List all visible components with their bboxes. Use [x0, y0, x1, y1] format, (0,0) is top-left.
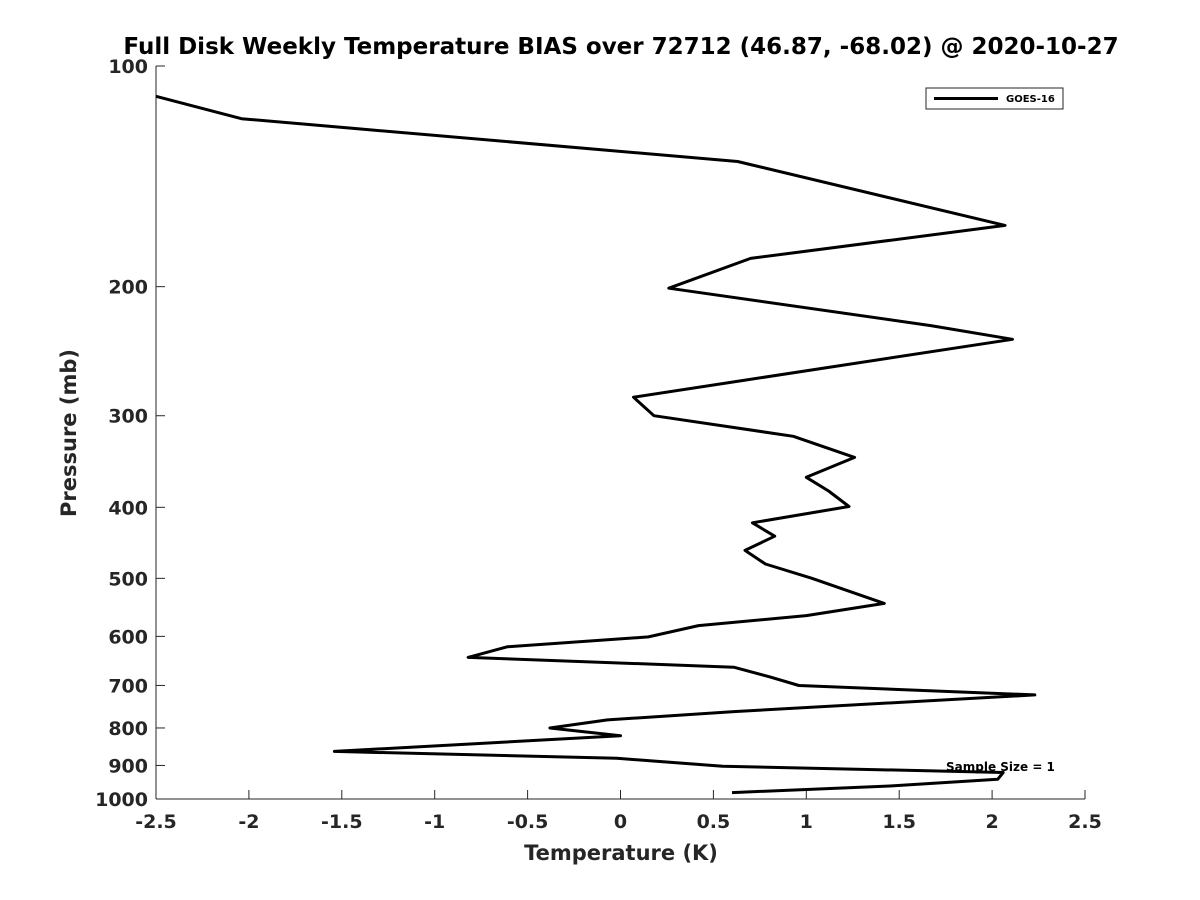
- y-tick-label: 1000: [95, 789, 148, 811]
- plot-area: -2.5 -2 -1.5 -1 -0.5 0 0.5 1 1.5 2 2.5 100 200 300 400…: [95, 56, 1102, 833]
- legend-label-goes-16: GOES-16: [1006, 94, 1055, 105]
- x-tick-label: -2.5: [135, 811, 177, 833]
- y-tick-label: 500: [108, 568, 148, 590]
- y-tick-label: 300: [108, 406, 148, 428]
- y-tick-label: 400: [108, 497, 148, 519]
- x-tick-label: -2: [238, 811, 259, 833]
- x-tick-label: 2.5: [1068, 811, 1102, 833]
- sample-size-annotation: Sample Size = 1: [946, 760, 1055, 774]
- x-tick-label: 0: [614, 811, 627, 833]
- series-line-goes-16: [155, 94, 1037, 795]
- y-tick-label: 700: [108, 675, 148, 697]
- y-axis-label: Pressure (mb): [57, 349, 81, 517]
- chart-title: Full Disk Weekly Temperature BIAS over 7…: [123, 34, 1118, 60]
- x-tick-label: 2: [985, 811, 998, 833]
- y-tick-label: 200: [108, 277, 148, 299]
- y-tick-label: 100: [108, 56, 148, 78]
- y-tick-label: 600: [108, 626, 148, 648]
- y-tick-label: 900: [108, 755, 148, 777]
- legend: GOES-16: [925, 87, 1064, 110]
- x-tick-label: 0.5: [697, 811, 731, 833]
- x-tick-label: 1.5: [882, 811, 916, 833]
- x-tick-label: -0.5: [507, 811, 549, 833]
- x-tick-label: -1: [424, 811, 445, 833]
- x-axis-label: Temperature (K): [524, 841, 718, 865]
- x-tick-label: -1.5: [321, 811, 363, 833]
- y-tick-label: 800: [108, 718, 148, 740]
- x-tick-label: 1: [800, 811, 813, 833]
